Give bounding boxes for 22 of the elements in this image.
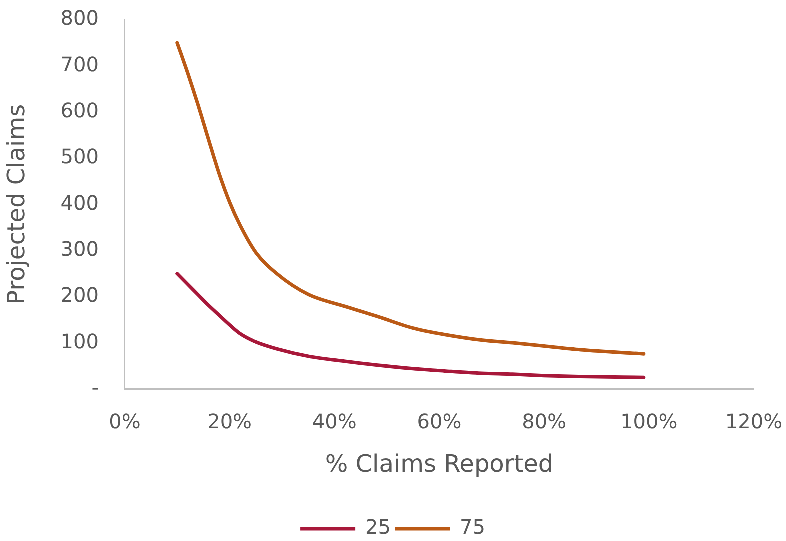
- x-tick-label: 0%: [109, 409, 141, 434]
- legend-label: 25: [366, 515, 392, 540]
- x-tick-label: 40%: [312, 409, 357, 434]
- x-tick-label: 80%: [522, 409, 567, 434]
- legend-label: 75: [460, 515, 486, 540]
- y-tick-label: 800: [60, 6, 99, 30]
- y-tick-label: 200: [60, 283, 99, 308]
- y-tick-label: 600: [60, 98, 99, 123]
- x-tick-label: 100%: [620, 409, 678, 434]
- y-tick-label: 700: [60, 52, 99, 76]
- y-tick-label: -: [92, 375, 99, 400]
- line-series: [176, 41, 646, 356]
- x-tick-label: 60%: [417, 409, 462, 434]
- x-tick-label: 20%: [208, 409, 252, 434]
- y-tick-label: 500: [60, 144, 99, 169]
- line-series: [176, 272, 646, 380]
- y-tick-label: 400: [60, 190, 99, 215]
- y-tick-label: 300: [60, 236, 99, 261]
- y-tick-label: 100: [60, 329, 99, 354]
- y-axis-title: Projected Claims: [2, 104, 31, 305]
- x-axis-title: % Claims Reported: [325, 450, 554, 478]
- x-tick-label: 120%: [725, 409, 783, 434]
